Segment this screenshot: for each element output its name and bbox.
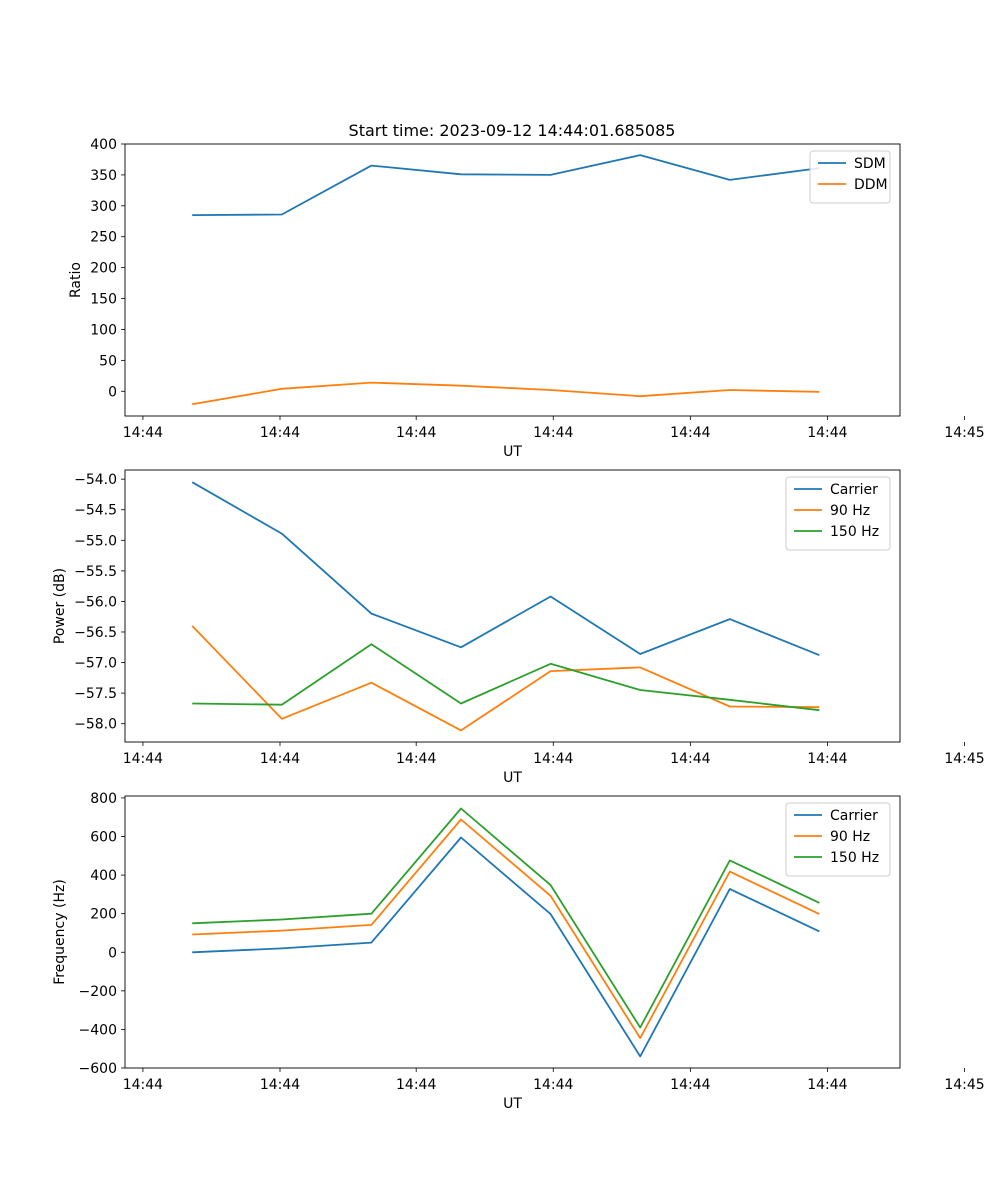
ratio-x-tick-label: 14:44 — [123, 425, 163, 441]
power-legend-label-90-hz: 90 Hz — [830, 503, 870, 519]
frequency-y-tick-label: 0 — [108, 945, 117, 961]
power-x-tick-label: 14:45 — [944, 751, 984, 767]
frequency-x-axis-label: UT — [503, 1096, 522, 1112]
frequency-y-tick-label: 400 — [90, 868, 117, 884]
power-x-tick-label: 14:44 — [670, 751, 710, 767]
frequency-y-tick-label: 200 — [90, 907, 117, 923]
frequency-legend-label-150-hz: 150 Hz — [830, 850, 879, 866]
frequency-axes-frame — [124, 795, 901, 1069]
ratio-y-axis-label: Ratio — [68, 262, 84, 298]
ratio-x-tick-label: 14:44 — [533, 425, 573, 441]
power-x-tick-label: 14:44 — [260, 751, 300, 767]
ratio-y-tick-label: 400 — [90, 137, 117, 153]
power-x-tick-label: 14:44 — [807, 751, 847, 767]
ratio-y-tick-label: 150 — [90, 292, 117, 308]
power-series-150-hz-line — [192, 643, 820, 712]
frequency-x-tick-label: 14:44 — [123, 1077, 163, 1093]
power-y-tick-label: −54.0 — [74, 472, 117, 488]
frequency-y-tick-label: −200 — [79, 984, 117, 1000]
power-x-tick-label: 14:44 — [533, 751, 573, 767]
power-y-tick-label: −55.0 — [74, 533, 117, 549]
ratio-x-tick-label: 14:44 — [260, 425, 300, 441]
frequency-series-90-hz-line — [192, 818, 820, 1039]
frequency-legend-label-carrier: Carrier — [830, 808, 878, 824]
frequency-panel: 14:44 14:44 14:44 14:44 14:44 14:44 14:45 800 60… — [52, 791, 985, 1112]
power-legend-label-carrier: Carrier — [830, 482, 878, 498]
ratio-y-tick-label: 100 — [90, 322, 117, 338]
frequency-series-carrier-line — [192, 836, 820, 1058]
frequency-x-tick-label: 14:44 — [260, 1077, 300, 1093]
chart-title: Start time: 2023-09-12 14:44:01.685085 — [349, 121, 676, 140]
ratio-y-tick-label: 200 — [90, 261, 117, 277]
power-y-tick-label: −58.0 — [74, 717, 117, 733]
ratio-y-tick-label: 300 — [90, 199, 117, 215]
ratio-x-tick-label: 14:44 — [807, 425, 847, 441]
ratio-series-sdm-line — [192, 154, 820, 216]
ratio-axes-frame — [124, 143, 901, 417]
power-y-tick-label: −56.0 — [74, 594, 117, 610]
ratio-x-axis-label: UT — [503, 444, 522, 460]
ratio-y-tick-label: 0 — [108, 384, 117, 400]
ratio-legend-label-ddm: DDM — [854, 177, 888, 193]
power-panel: 14:44 14:44 14:44 14:44 14:44 14:44 14:45 −54.0… — [52, 469, 985, 786]
frequency-y-tick-label: −400 — [79, 1022, 117, 1038]
ratio-y-tick-label: 50 — [99, 353, 117, 369]
frequency-y-tick-label: 600 — [90, 830, 117, 846]
power-y-tick-label: −55.5 — [74, 564, 117, 580]
power-x-tick-label: 14:44 — [396, 751, 436, 767]
ratio-x-tick-label: 14:44 — [396, 425, 436, 441]
power-axes-frame — [124, 469, 901, 743]
frequency-x-tick-label: 14:44 — [396, 1077, 436, 1093]
power-y-tick-label: −56.5 — [74, 625, 117, 641]
frequency-y-tick-label: −600 — [79, 1061, 117, 1077]
frequency-series-150-hz-line — [192, 807, 820, 1029]
ratio-x-tick-label: 14:44 — [670, 425, 710, 441]
ratio-y-tick-label: 250 — [90, 230, 117, 246]
frequency-y-axis-label: Frequency (Hz) — [52, 879, 68, 985]
ratio-legend-box — [809, 150, 891, 204]
frequency-legend-label-90-hz: 90 Hz — [830, 829, 870, 845]
power-y-tick-label: −54.5 — [74, 503, 117, 519]
frequency-x-tick-label: 14:45 — [944, 1077, 984, 1093]
frequency-x-tick-label: 14:44 — [533, 1077, 573, 1093]
power-legend-label-150-hz: 150 Hz — [830, 524, 879, 540]
frequency-y-tick-label: 800 — [90, 791, 117, 807]
ratio-y-tick-label: 350 — [90, 168, 117, 184]
frequency-x-tick-label: 14:44 — [807, 1077, 847, 1093]
power-x-axis-label: UT — [503, 770, 522, 786]
ratio-legend-label-sdm: SDM — [854, 156, 886, 172]
power-series-carrier-line — [191, 481, 820, 657]
ratio-series-ddm-line — [192, 381, 820, 406]
ratio-panel: 14:44 14:44 14:44 14:44 14:44 14:44 14:45 0 50 10… — [68, 137, 985, 460]
power-x-tick-label: 14:44 — [123, 751, 163, 767]
frequency-x-tick-label: 14:44 — [670, 1077, 710, 1093]
power-series-90-hz-line — [191, 625, 820, 732]
power-y-tick-label: −57.5 — [74, 686, 117, 702]
ratio-x-tick-label: 14:45 — [944, 425, 984, 441]
power-y-axis-label: Power (dB) — [52, 568, 68, 644]
power-y-tick-label: −57.0 — [74, 656, 117, 672]
